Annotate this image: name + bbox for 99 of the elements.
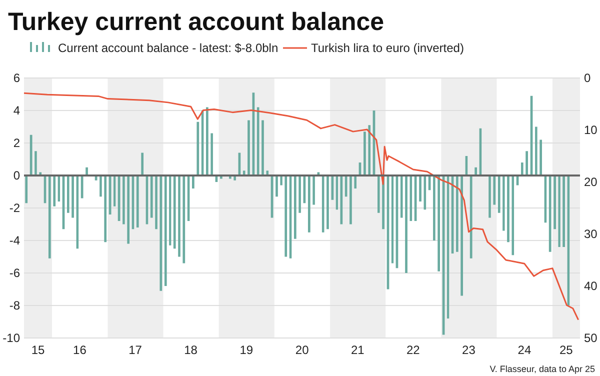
y2-tick-label: 50	[584, 331, 598, 345]
bar	[34, 151, 37, 176]
bar	[540, 140, 542, 176]
bar	[182, 176, 186, 264]
y2-tick-label: 10	[584, 123, 598, 137]
bar	[377, 176, 380, 213]
bar	[67, 176, 70, 213]
x-tick-label: 18	[184, 343, 198, 357]
bar	[488, 176, 491, 218]
bar	[30, 134, 32, 176]
bar	[173, 176, 176, 249]
bar	[350, 176, 352, 224]
bar	[169, 176, 172, 246]
bar	[150, 176, 153, 218]
bar	[25, 176, 28, 204]
bar	[248, 120, 250, 176]
y-tick-label: 6	[13, 71, 20, 85]
x-tick-label: 15	[31, 343, 45, 357]
bar	[206, 107, 208, 176]
bar	[493, 176, 496, 205]
bar	[354, 176, 356, 188]
bar	[308, 176, 310, 232]
y2-tick-label: 0	[584, 71, 591, 85]
bar	[141, 152, 144, 176]
bar	[210, 133, 213, 176]
bar	[446, 176, 450, 318]
bar	[113, 176, 116, 206]
bar	[507, 176, 510, 242]
bar	[160, 176, 162, 291]
bar	[554, 176, 556, 230]
bar	[164, 176, 167, 286]
x-tick-label: 23	[462, 343, 476, 357]
bar	[122, 176, 125, 224]
x-tick-label: 20	[295, 343, 310, 357]
bar	[512, 176, 514, 256]
bar	[312, 176, 315, 205]
bar	[364, 132, 366, 176]
y-tick-label: -6	[9, 266, 20, 280]
bar	[53, 176, 56, 206]
y-tick-label: 0	[13, 168, 20, 182]
bar	[433, 176, 436, 240]
y2-tick-label: 20	[584, 175, 598, 189]
legend-label: Current account balance - latest: $-8.0bln	[58, 41, 278, 55]
y-tick-label: -8	[9, 298, 20, 312]
bar	[48, 176, 51, 258]
bar	[405, 176, 408, 273]
bar	[400, 176, 403, 218]
bar	[502, 176, 505, 231]
chart-title: Turkey current account balance	[8, 8, 384, 36]
bar	[368, 125, 370, 176]
bar	[340, 176, 343, 224]
bar	[108, 176, 112, 214]
bar	[127, 176, 130, 244]
bar	[438, 176, 440, 272]
bar	[276, 176, 278, 197]
y2-tick-label: 30	[584, 227, 598, 241]
bar	[155, 176, 158, 230]
bar	[136, 176, 139, 228]
bar	[100, 176, 102, 197]
y-tick-label: 2	[13, 136, 20, 150]
y-tick-label: 4	[13, 104, 20, 118]
bar	[280, 176, 282, 186]
bar	[284, 176, 288, 257]
bar	[298, 176, 301, 213]
bar	[391, 176, 394, 264]
bar	[196, 122, 200, 176]
y2-tick-label: 40	[584, 279, 598, 293]
bar	[521, 162, 524, 176]
x-tick-label: 17	[128, 343, 142, 357]
bar	[498, 176, 500, 213]
x-tick-label: 22	[406, 343, 420, 357]
bar	[470, 176, 472, 258]
bar	[419, 176, 422, 202]
x-tick-label: 16	[73, 343, 87, 357]
bar	[336, 176, 338, 210]
text: V. Flasseur, data to Apr 25	[490, 364, 595, 374]
bar	[562, 176, 565, 247]
bar	[178, 176, 180, 257]
line-series	[23, 92, 580, 321]
bar	[548, 176, 552, 252]
bar	[326, 176, 329, 230]
legend-label: Turkish lira to euro (inverted)	[311, 41, 464, 55]
y-tick-label: -10	[2, 331, 20, 345]
x-tick-label: 24	[518, 343, 532, 357]
bar	[262, 120, 264, 176]
bar	[460, 176, 463, 296]
x-tick-label: 21	[350, 343, 365, 357]
bar	[456, 176, 458, 252]
bar	[192, 176, 194, 188]
bar	[104, 176, 107, 242]
bar	[558, 176, 560, 247]
bar	[526, 151, 528, 176]
x-tick-label: 19	[240, 343, 254, 357]
y-tick-label: -4	[9, 234, 20, 248]
bar	[535, 126, 538, 176]
bar	[72, 176, 74, 218]
bar	[294, 176, 296, 239]
x-tick-label: 25	[559, 343, 574, 357]
y-tick-label: -2	[9, 201, 20, 215]
